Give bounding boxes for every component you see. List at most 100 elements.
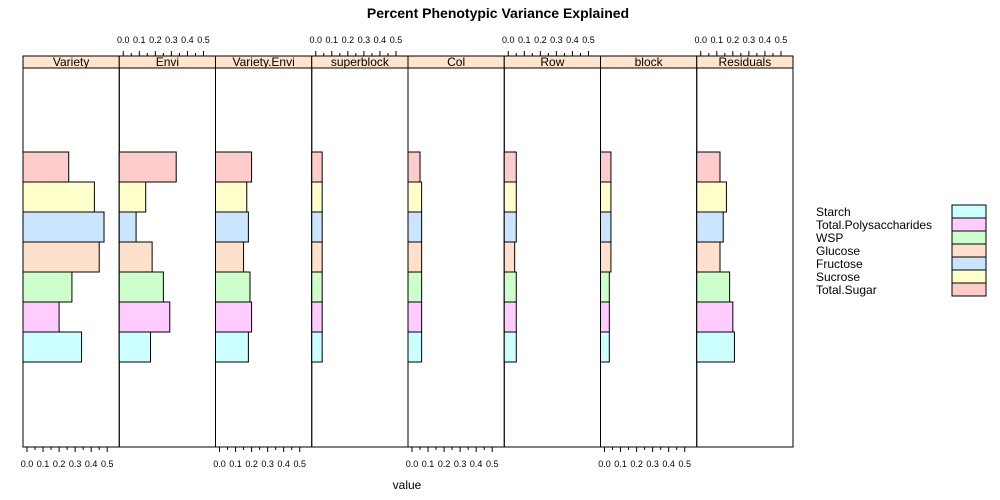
bar-total-sugar bbox=[22, 151, 70, 183]
tick-label: 0.1 bbox=[229, 459, 242, 469]
bar-fructose bbox=[118, 211, 137, 243]
legend-label: Sucrose bbox=[816, 270, 860, 284]
tick-label: 0.5 bbox=[390, 35, 403, 45]
bar-total-polysaccharides bbox=[600, 301, 610, 333]
bar-wsp bbox=[311, 271, 323, 303]
panel-strip-label: Residuals bbox=[719, 55, 772, 69]
bar-glucose bbox=[118, 241, 153, 273]
tick-label: 0.4 bbox=[566, 35, 579, 45]
panel-col: Col 0.0 0.1 0.2 0.3 0.4 0.5 bbox=[406, 55, 505, 469]
legend-swatch bbox=[951, 256, 987, 271]
tick-label: 0.3 bbox=[550, 35, 563, 45]
tick-label: 0.0 bbox=[598, 459, 611, 469]
tick-label: 0.2 bbox=[342, 35, 355, 45]
tick-label: 0.2 bbox=[245, 459, 258, 469]
bar-glucose bbox=[407, 241, 423, 273]
tick-label: 0.4 bbox=[662, 459, 675, 469]
bar-starch bbox=[696, 331, 735, 363]
bar-fructose bbox=[600, 211, 612, 243]
bar-sucrose bbox=[118, 181, 147, 213]
tick-label: 0.3 bbox=[646, 459, 659, 469]
panel-block: block 0.0 0.1 0.2 0.3 0.4 0.5 bbox=[598, 55, 698, 469]
bar-total-polysaccharides bbox=[407, 301, 423, 333]
bar-fructose bbox=[407, 211, 423, 243]
x-axis-label: value bbox=[393, 478, 422, 492]
tick-label: 0.1 bbox=[133, 35, 146, 45]
panel-strip-label: Variety.Envi bbox=[233, 55, 295, 69]
bar-starch bbox=[215, 331, 249, 363]
bar-sucrose bbox=[407, 181, 423, 213]
bar-starch bbox=[22, 331, 83, 363]
bar-total-sugar bbox=[311, 151, 323, 183]
tick-label: 0.0 bbox=[406, 459, 419, 469]
bar-starch bbox=[311, 331, 323, 363]
bar-glucose bbox=[22, 241, 100, 273]
legend-label: WSP bbox=[816, 231, 843, 245]
bar-total-polysaccharides bbox=[118, 301, 171, 333]
panel-row: Row 0.0 0.1 0.2 0.3 0.4 0.5 bbox=[502, 35, 601, 448]
tick-label: 0.2 bbox=[53, 459, 66, 469]
bar-total-sugar bbox=[118, 151, 177, 183]
tick-label: 0.3 bbox=[454, 459, 467, 469]
tick-label: 0.1 bbox=[614, 459, 627, 469]
panel-residuals: Residuals 0.0 0.1 0.2 0.3 0.4 0.5 bbox=[694, 35, 794, 448]
bar-starch bbox=[600, 331, 610, 363]
legend-swatch bbox=[951, 230, 987, 245]
tick-label: 0.1 bbox=[711, 35, 724, 45]
bar-total-polysaccharides bbox=[503, 301, 517, 333]
bar-wsp bbox=[407, 271, 423, 303]
legend-label: Glucose bbox=[816, 244, 860, 258]
legend-label: Total.Polysaccharides bbox=[816, 218, 932, 232]
panel-variety: Variety 0.0 0.1 0.2 0.3 0.4 0.5 bbox=[21, 55, 120, 469]
panel-envi: Envi 0.0 0.1 0.2 0.3 0.4 0.5 bbox=[117, 35, 216, 448]
panel-strip-label: Envi bbox=[156, 55, 179, 69]
bar-sucrose bbox=[696, 181, 727, 213]
legend-swatch bbox=[951, 282, 987, 297]
panel-frame bbox=[407, 67, 505, 448]
panel-frame bbox=[600, 67, 698, 448]
panel-frame bbox=[503, 67, 601, 448]
tick-label: 0.2 bbox=[727, 35, 740, 45]
tick-label: 0.5 bbox=[293, 459, 306, 469]
bar-total-polysaccharides bbox=[696, 301, 734, 333]
tick-label: 0.4 bbox=[277, 459, 290, 469]
bar-wsp bbox=[696, 271, 731, 303]
tick-label: 0.1 bbox=[37, 459, 50, 469]
legend-swatch bbox=[951, 204, 987, 219]
bar-glucose bbox=[311, 241, 323, 273]
panel-strip-label: superblock bbox=[331, 55, 390, 69]
bar-total-sugar bbox=[600, 151, 612, 183]
tick-label: 0.3 bbox=[261, 459, 274, 469]
tick-label: 0.1 bbox=[518, 35, 531, 45]
chart-title: Percent Phenotypic Variance Explained bbox=[367, 5, 629, 21]
tick-label: 0.2 bbox=[534, 35, 547, 45]
tick-label: 0.5 bbox=[775, 35, 788, 45]
legend-label: Fructose bbox=[816, 257, 863, 271]
bar-fructose bbox=[503, 211, 517, 243]
bar-total-polysaccharides bbox=[311, 301, 323, 333]
tick-label: 0.0 bbox=[502, 35, 515, 45]
bar-total-sugar bbox=[407, 151, 421, 183]
tick-label: 0.3 bbox=[358, 35, 371, 45]
legend-label: Total.Sugar bbox=[816, 283, 877, 297]
tick-label: 0.1 bbox=[422, 459, 435, 469]
bar-fructose bbox=[22, 211, 105, 243]
bar-wsp bbox=[22, 271, 73, 303]
legend-swatch bbox=[951, 269, 987, 284]
bar-starch bbox=[118, 331, 152, 363]
tick-label: 0.3 bbox=[69, 459, 82, 469]
tick-label: 0.2 bbox=[438, 459, 451, 469]
legend-swatch bbox=[951, 217, 987, 232]
bar-starch bbox=[503, 331, 517, 363]
panel-strip-label: Variety bbox=[53, 55, 89, 69]
panel-frame bbox=[311, 67, 409, 448]
bar-wsp bbox=[600, 271, 610, 303]
bar-glucose bbox=[503, 241, 516, 273]
panel-strip-label: Row bbox=[540, 55, 564, 69]
tick-label: 0.5 bbox=[582, 35, 595, 45]
legend-swatch bbox=[951, 243, 987, 258]
bar-sucrose bbox=[22, 181, 95, 213]
bar-sucrose bbox=[503, 181, 517, 213]
panel-superblock: superblock 0.0 0.1 0.2 0.3 0.4 0.5 bbox=[309, 35, 409, 448]
